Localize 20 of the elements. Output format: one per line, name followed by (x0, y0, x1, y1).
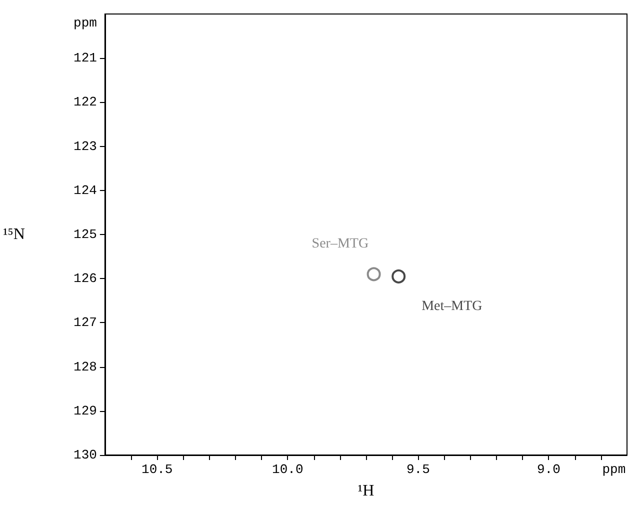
y-tick-label: 130 (74, 448, 97, 462)
x-tick-label: 9.0 (536, 462, 560, 477)
y-tick-label: 128 (74, 359, 97, 374)
y-tick-label: 125 (74, 227, 97, 242)
y-tick-label: 126 (74, 271, 97, 286)
x-tick-label: 10.0 (272, 462, 304, 477)
x-tick-label: 10.5 (142, 462, 173, 477)
series-label: Met–MTG (422, 298, 482, 314)
y-tick-label: 129 (74, 403, 97, 418)
x-tick-label: ppm (602, 462, 626, 477)
series-label: Ser–MTG (312, 236, 369, 252)
y-tick-label: 122 (74, 94, 97, 110)
y-tick-label: ppm (74, 15, 98, 30)
y-axis-title: ¹⁵N (2, 226, 26, 243)
x-axis-title: ¹H (358, 482, 375, 500)
y-tick-label: 121 (74, 50, 98, 66)
y-tick-label: 124 (74, 182, 98, 198)
y-tick-label: 127 (74, 315, 97, 330)
y-tick-label: 123 (74, 138, 97, 154)
x-tick-label: 9.5 (406, 462, 430, 477)
